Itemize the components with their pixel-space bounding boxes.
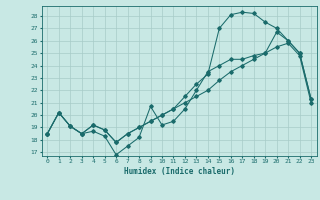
X-axis label: Humidex (Indice chaleur): Humidex (Indice chaleur): [124, 167, 235, 176]
